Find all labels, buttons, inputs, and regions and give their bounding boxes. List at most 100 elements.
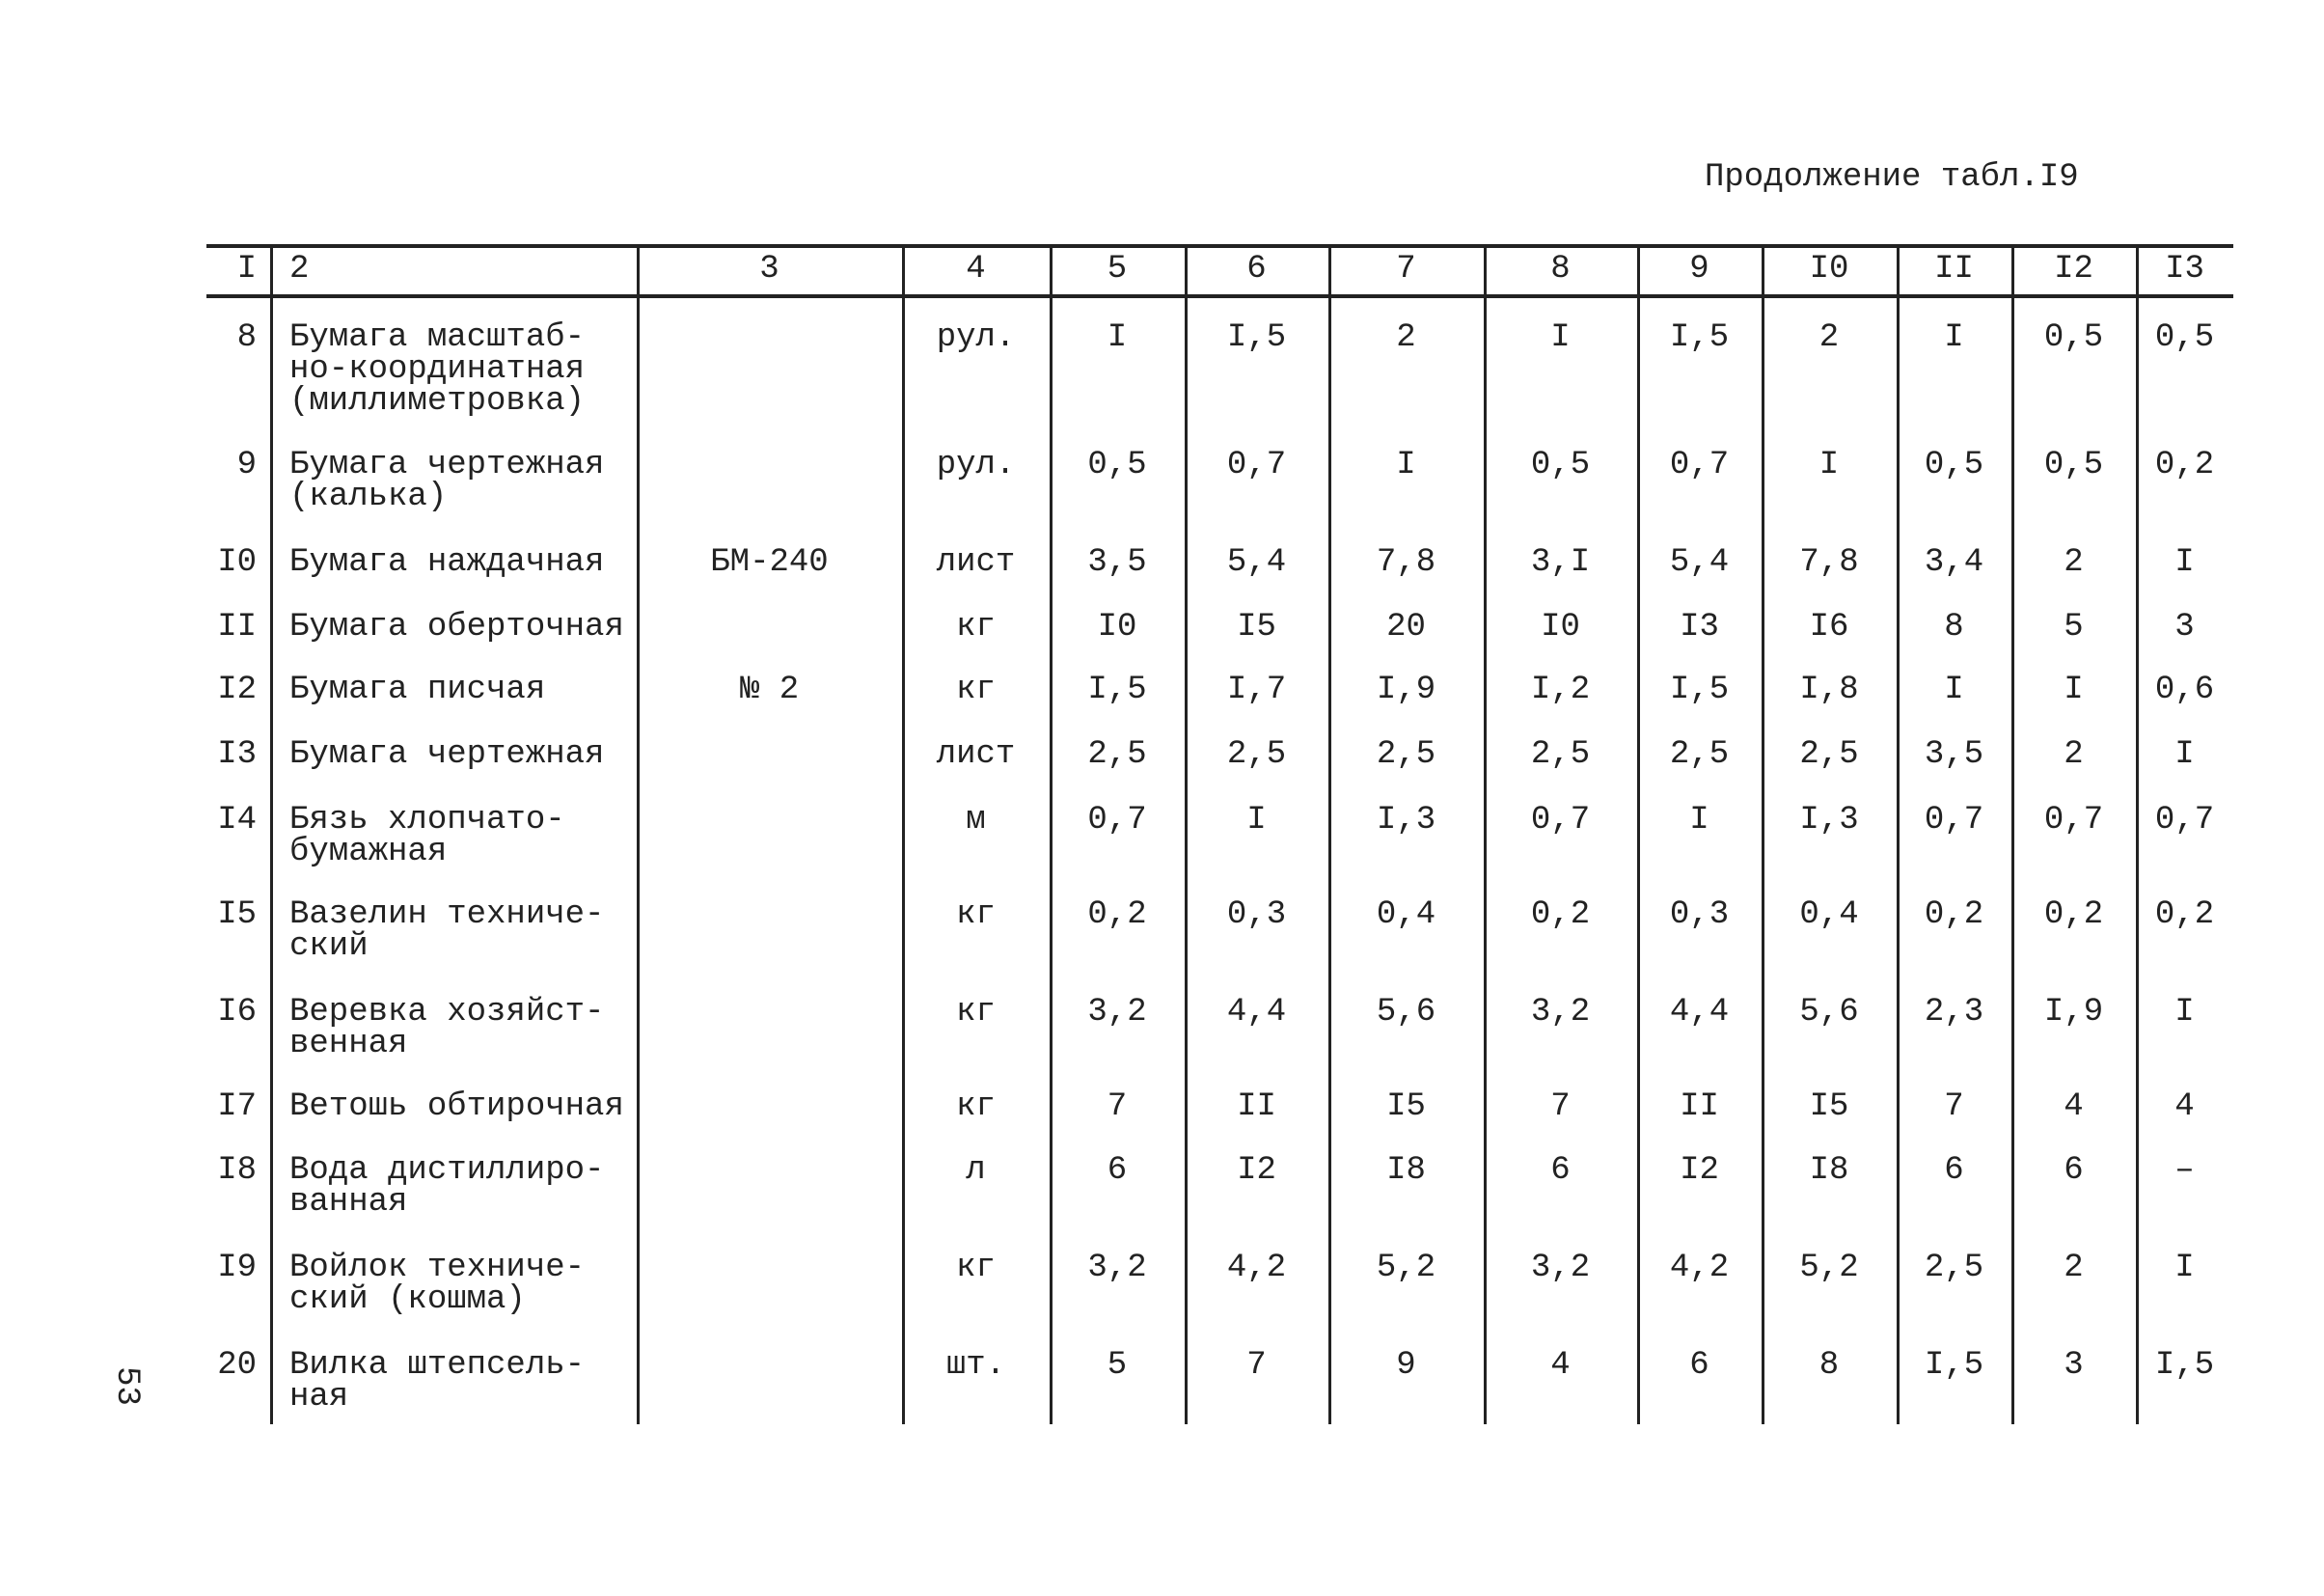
table-cell: I,5 [1924, 1347, 1984, 1384]
table-cell: I [2174, 994, 2195, 1031]
table-cell: I [2174, 544, 2195, 581]
column-header: I2 [2054, 251, 2093, 288]
table-cell: I6 [1809, 609, 1849, 646]
table-cell: 2 [2064, 736, 2084, 773]
table-cell: 3,5 [1924, 736, 1984, 773]
table-cell: 2,5 [1799, 736, 1859, 773]
table-cell: I,9 [1376, 672, 1436, 708]
table-cell: 0,2 [1087, 896, 1147, 933]
table-cell: 7,8 [1376, 544, 1436, 581]
table-cell: I,9 [2043, 994, 2104, 1031]
table-cell: 6 [1107, 1152, 1128, 1189]
item-name: Вода дистиллиро- ванная [289, 1152, 605, 1221]
table-cell: I,5 [2154, 1347, 2215, 1384]
table-cell: 3,4 [1924, 544, 1984, 581]
table-cell: 6 [1689, 1347, 1709, 1384]
table-cell: № 2 [739, 672, 800, 708]
item-name: Бумага масштаб- но-координатная (миллиме… [289, 319, 586, 420]
table-cell: 0,2 [2154, 896, 2215, 933]
table-cell: I6 [217, 994, 257, 1031]
table-cell: I5 [217, 896, 257, 933]
item-name: Бумага оберточная [289, 609, 624, 646]
item-name: Бязь хлопчато- бумажная [289, 802, 565, 870]
table-cell: 2,5 [1376, 736, 1436, 773]
column-rule [1484, 244, 1487, 1424]
table-cell: 4,2 [1669, 1250, 1730, 1286]
table-cell: 8 [1944, 609, 1964, 646]
table-cell: II [217, 609, 257, 646]
table-cell: кг [956, 672, 996, 708]
table-cell: 0,5 [2154, 319, 2215, 356]
table-cell: I [2064, 672, 2084, 708]
table-top-rule [206, 244, 2233, 248]
item-name: Веревка хозяйст- венная [289, 994, 605, 1062]
column-rule [1897, 244, 1900, 1424]
table-cell: 0,5 [1530, 447, 1591, 483]
table-cell: II [1237, 1088, 1276, 1125]
table-cell: 9 [1396, 1347, 1416, 1384]
table-cell: кг [956, 1088, 996, 1125]
table-cell: лист [936, 544, 1016, 581]
table-cell: шт. [945, 1347, 1006, 1384]
table-cell: 4 [1550, 1347, 1571, 1384]
table-cell: I [1818, 447, 1840, 483]
table-cell: 3,I [1530, 544, 1591, 581]
column-header: 9 [1689, 251, 1709, 288]
table-cell: 2,5 [1924, 1250, 1984, 1286]
page-number: 53 [107, 1366, 145, 1406]
table-cell: 0,5 [2043, 319, 2104, 356]
table-cell: I,5 [1226, 319, 1287, 356]
column-header: 4 [966, 251, 986, 288]
table-cell: 0,7 [1924, 802, 1984, 839]
item-name: Войлок техниче- ский (кошма) [289, 1250, 586, 1318]
table-cell: 5,2 [1799, 1250, 1859, 1286]
table-cell: 3,5 [1087, 544, 1147, 581]
table-cell: II [1680, 1088, 1719, 1125]
column-rule [1185, 244, 1188, 1424]
header-rule [206, 294, 2233, 298]
table-cell: I [1550, 319, 1571, 356]
table-cell: I0 [1541, 609, 1580, 646]
table-cell: 2 [2064, 1250, 2084, 1286]
table-cell: 4 [2174, 1088, 2195, 1125]
column-rule [2136, 244, 2139, 1424]
table-cell: I7 [217, 1088, 257, 1125]
table-cell: 4,4 [1669, 994, 1730, 1031]
table-cell: 0,7 [1226, 447, 1287, 483]
table-cell: 5,4 [1226, 544, 1287, 581]
column-header: 3 [759, 251, 779, 288]
item-name: Бумага наждачная [289, 544, 605, 581]
table-cell: I [2174, 1250, 2195, 1286]
item-name: Бумага чертежная [289, 736, 605, 773]
table-cell: I,5 [1669, 319, 1730, 356]
table-cell: I,5 [1669, 672, 1730, 708]
table-cell: 7 [1944, 1088, 1964, 1125]
table-cell: 4,2 [1226, 1250, 1287, 1286]
table-cell: 5 [1107, 1347, 1128, 1384]
column-header: I0 [1809, 251, 1849, 288]
table-cell: 0,7 [1530, 802, 1591, 839]
table-cell: I0 [1097, 609, 1137, 646]
item-name: Вазелин техниче- ский [289, 896, 605, 965]
table-cell: I [2174, 736, 2195, 773]
table-cell: – [2174, 1152, 2195, 1189]
table-cell: I9 [217, 1250, 257, 1286]
column-rule [1328, 244, 1331, 1424]
table-cell: 0,5 [1087, 447, 1147, 483]
table-cell: лист [936, 736, 1016, 773]
table-cell: 20 [217, 1347, 257, 1384]
table-cell: 2 [2064, 544, 2084, 581]
table-cell: 2 [1818, 319, 1840, 356]
table-cell: 0,6 [2154, 672, 2215, 708]
table-cell: 0,5 [2043, 447, 2104, 483]
table-cell: 8 [236, 319, 257, 356]
table-cell: 2 [1396, 319, 1416, 356]
table-cell: I,7 [1226, 672, 1287, 708]
table-cell: I2 [1237, 1152, 1276, 1189]
table-cell: 7 [1550, 1088, 1571, 1125]
table-cell: 2,5 [1669, 736, 1730, 773]
column-header: 5 [1107, 251, 1128, 288]
table-cell: рул. [936, 319, 1016, 356]
table-cell: I [1944, 672, 1964, 708]
